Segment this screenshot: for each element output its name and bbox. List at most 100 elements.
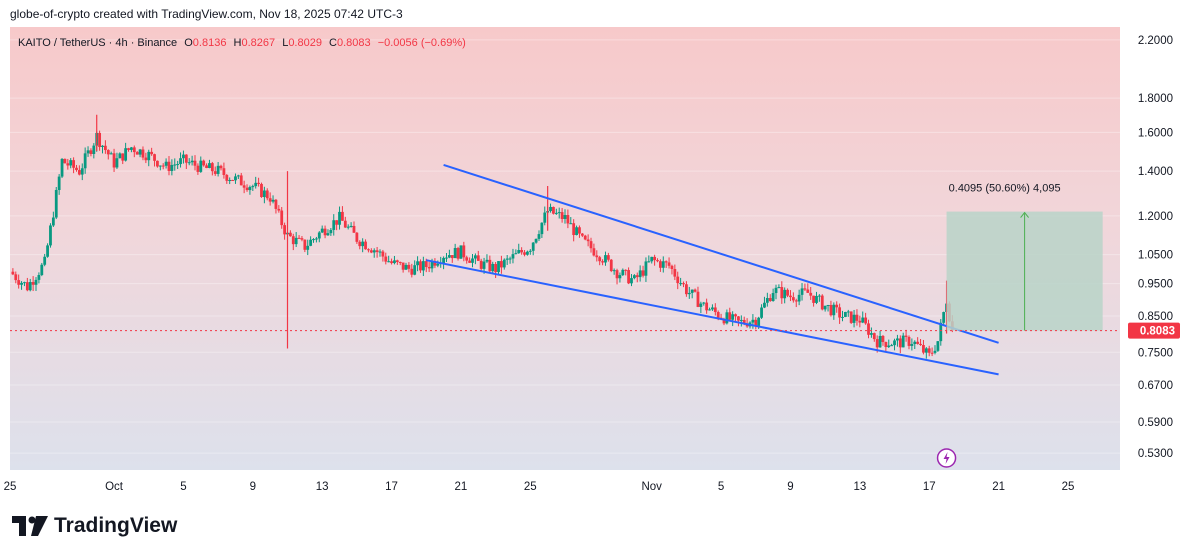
candle <box>196 163 200 175</box>
candle <box>936 341 940 352</box>
candle <box>75 164 78 172</box>
candle <box>98 130 102 151</box>
candle <box>858 315 862 328</box>
candle <box>251 184 255 191</box>
last-price-tag <box>1128 322 1180 339</box>
candle <box>930 347 934 357</box>
candle <box>777 284 781 289</box>
y-tick-label: 0.9500 <box>1138 279 1173 291</box>
candle <box>919 338 922 346</box>
trendline-lower[interactable] <box>426 259 999 376</box>
candle <box>459 245 463 259</box>
candle <box>390 258 393 265</box>
candle <box>283 222 287 240</box>
candle <box>132 145 136 158</box>
x-tick-label: 17 <box>923 481 936 493</box>
candle <box>277 205 281 213</box>
y-tick-label: 1.8000 <box>1138 93 1173 105</box>
x-tick-label: 17 <box>385 481 398 493</box>
candle <box>421 256 425 277</box>
candle <box>150 147 154 156</box>
candle <box>190 155 194 166</box>
candle <box>77 165 81 176</box>
candle <box>589 237 593 253</box>
candle <box>410 263 414 278</box>
candle <box>598 255 602 266</box>
candle <box>927 345 931 357</box>
candle <box>942 311 946 325</box>
candle <box>205 163 208 169</box>
candle <box>635 272 639 283</box>
candle <box>329 228 333 236</box>
candle <box>534 238 538 244</box>
candle <box>609 258 613 273</box>
candle <box>667 257 671 269</box>
candle <box>549 203 552 213</box>
candle <box>505 254 509 265</box>
candle <box>40 262 44 277</box>
candle <box>173 158 177 171</box>
candle <box>543 206 547 226</box>
candle <box>526 250 529 256</box>
candle <box>763 296 766 309</box>
candle <box>575 225 578 236</box>
candle <box>922 339 925 355</box>
candle <box>372 248 376 258</box>
candle <box>254 176 258 189</box>
y-tick-label: 1.2000 <box>1138 211 1173 223</box>
candle <box>835 301 839 313</box>
candle <box>586 234 590 247</box>
y-tick-label: 0.5900 <box>1138 417 1173 429</box>
candle <box>803 283 807 292</box>
candle <box>890 343 894 347</box>
candle <box>907 335 911 350</box>
candle <box>687 286 691 299</box>
candle <box>124 142 128 162</box>
candle <box>346 224 350 230</box>
x-tick-label: 25 <box>1062 481 1075 493</box>
candle <box>167 156 171 176</box>
candle <box>60 158 64 179</box>
candle <box>737 315 740 327</box>
candle <box>497 261 500 275</box>
candle <box>578 225 581 238</box>
candle <box>384 252 388 265</box>
candle <box>861 311 865 324</box>
candle <box>153 153 156 167</box>
candle <box>765 292 769 307</box>
close-label: C <box>329 37 337 49</box>
tradingview-wordmark: TradingView <box>54 514 178 537</box>
candle <box>661 256 665 273</box>
candlestick-chart[interactable]: 0.4095 (50.60%) 4,095 <box>10 27 1120 470</box>
candle <box>343 216 347 228</box>
trendline-upper[interactable] <box>443 164 999 344</box>
candle <box>312 238 315 243</box>
candle <box>653 254 657 266</box>
candle <box>86 146 90 157</box>
candle <box>216 162 220 177</box>
candle <box>17 274 21 289</box>
candle <box>904 329 908 342</box>
candle <box>34 277 38 291</box>
candle <box>592 243 596 257</box>
candle <box>815 291 818 305</box>
candle <box>280 207 284 229</box>
candle <box>846 309 850 317</box>
candle <box>612 268 616 275</box>
candle <box>323 225 327 239</box>
candle <box>112 148 116 172</box>
candle <box>46 243 49 258</box>
candle <box>595 250 599 262</box>
open-label: O <box>184 37 193 49</box>
candle <box>89 148 93 157</box>
candle <box>170 159 174 176</box>
low-label: L <box>282 37 289 49</box>
candle <box>601 259 604 266</box>
y-tick-label: 0.8500 <box>1138 311 1173 323</box>
candle <box>560 207 564 223</box>
candle <box>711 304 714 311</box>
chart-plot-area[interactable]: 0.4095 (50.60%) 4,095 <box>10 27 1120 470</box>
candle <box>144 152 148 164</box>
candle <box>242 180 246 194</box>
candle <box>364 239 367 250</box>
